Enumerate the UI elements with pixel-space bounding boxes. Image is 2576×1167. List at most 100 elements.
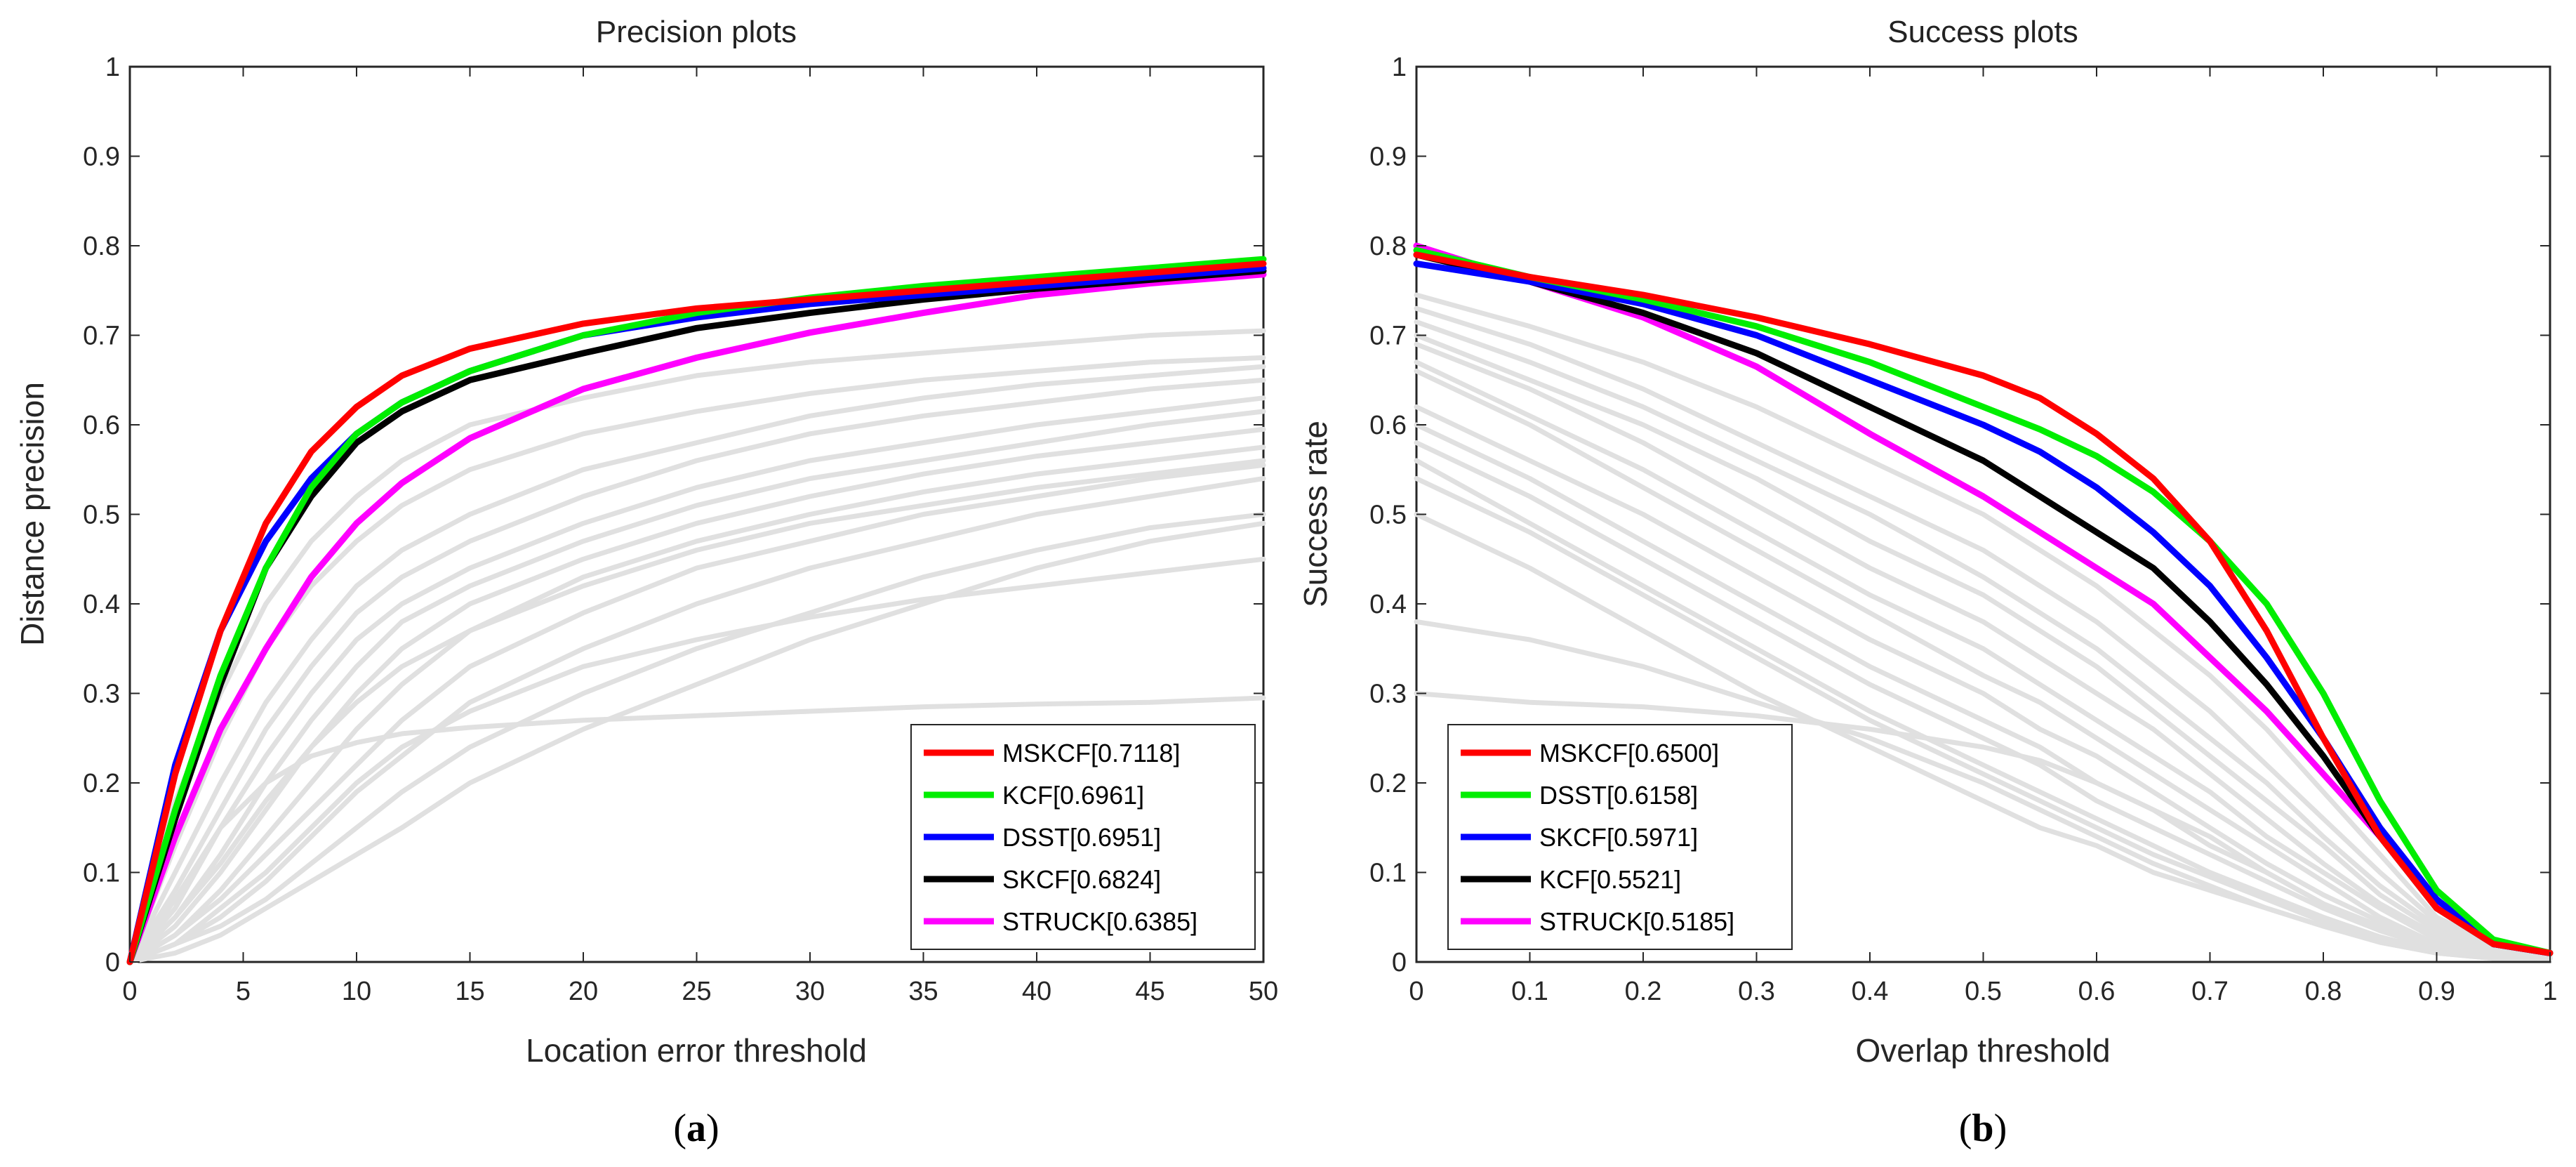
precision-y-tick-label: 0.9: [83, 143, 120, 172]
precision-y-tick-label: 0.4: [83, 590, 120, 619]
precision-plot-title: Precision plots: [596, 15, 797, 49]
success-background-line: [1414, 691, 2553, 961]
precision-series-line: [126, 271, 1267, 965]
success-legend: MSKCF[0.6500] DSST[0.6158] SKCF[0.5971] KCF…: [1447, 724, 1793, 950]
success-plot-title: Success plots: [1887, 15, 2078, 49]
precision-x-tick-label: 5: [236, 977, 251, 1006]
precision-background-line: [127, 556, 1266, 965]
success-legend-label: KCF[0.5521]: [1539, 865, 1681, 894]
precision-background-line: [127, 512, 1266, 965]
precision-background-line: [127, 458, 1266, 965]
success-y-tick-label: 0.1: [1369, 859, 1407, 888]
success-background-series: [1414, 292, 2553, 961]
success-background-line: [1414, 360, 2553, 961]
success-y-tick-label: 0.6: [1369, 411, 1407, 440]
success-plot-panel: Success plots Overlap threshold Success …: [1297, 15, 2558, 1069]
success-legend-label: MSKCF[0.6500]: [1539, 739, 1719, 767]
precision-x-tick-label: 0: [122, 977, 137, 1006]
success-legend-label: SKCF[0.5971]: [1539, 823, 1698, 852]
success-background-line: [1414, 341, 2553, 961]
success-background-line: [1414, 333, 2553, 961]
success-x-tick-label: 0.8: [2305, 977, 2342, 1006]
success-series-line: [1413, 246, 2554, 956]
success-legend-label: DSST[0.6158]: [1539, 781, 1698, 810]
success-background-line: [1414, 404, 2553, 961]
precision-plot-panel: Precision plots Location error threshold…: [14, 15, 1278, 1069]
precision-legend-label: KCF[0.6961]: [1002, 781, 1144, 810]
caption-a-letter: a: [686, 1107, 706, 1150]
precision-background-line: [127, 328, 1266, 965]
success-y-tick-label: 0.4: [1369, 590, 1407, 619]
success-x-tick-label: 0.9: [2418, 977, 2455, 1006]
success-x-tick-label: 1: [2542, 977, 2557, 1006]
precision-legend-label: SKCF[0.6824]: [1002, 865, 1161, 894]
caption-a: (a): [673, 1107, 719, 1150]
success-x-axis-label: Overlap threshold: [1855, 1032, 2110, 1069]
precision-series-line: [126, 256, 1267, 965]
success-background-line: [1414, 458, 2553, 961]
success-legend-label: STRUCK[0.5185]: [1539, 907, 1734, 936]
precision-axis-ticks: 0 5 10 15 20 25 30 35 40 45 50 0 0.1 0.2 0.3 0.4 0.5 0.6 0…: [83, 53, 1278, 1006]
success-y-axis-label: Success rate: [1297, 421, 1334, 607]
precision-y-tick-label: 0.6: [83, 411, 120, 440]
precision-legend-label: DSST[0.6951]: [1002, 823, 1161, 852]
success-y-tick-label: 0.5: [1369, 501, 1407, 530]
precision-x-tick-label: 50: [1249, 977, 1278, 1006]
caption-b-letter: b: [1972, 1107, 1993, 1150]
precision-background-line: [127, 364, 1266, 965]
precision-legend: MSKCF[0.7118] KCF[0.6961] DSST[0.6951] SKCF…: [910, 724, 1256, 950]
success-x-tick-label: 0.2: [1625, 977, 1662, 1006]
success-y-tick-label: 0: [1392, 948, 1407, 977]
success-x-tick-label: 0.7: [2191, 977, 2229, 1006]
precision-y-tick-label: 0.8: [83, 232, 120, 261]
precision-y-tick-label: 1: [105, 53, 120, 82]
precision-background-line: [127, 377, 1266, 965]
success-y-tick-label: 0.3: [1369, 680, 1407, 709]
success-x-tick-label: 0.1: [1511, 977, 1548, 1006]
precision-x-tick-label: 20: [569, 977, 598, 1006]
precision-series-line: [126, 261, 1267, 965]
success-background-line: [1414, 305, 2553, 956]
precision-background-line: [127, 476, 1266, 965]
success-y-tick-label: 0.8: [1369, 232, 1407, 261]
precision-y-tick-label: 0.5: [83, 501, 120, 530]
precision-background-line: [127, 426, 1266, 965]
success-x-tick-label: 0.3: [1738, 977, 1775, 1006]
success-y-tick-label: 1: [1392, 53, 1407, 82]
precision-y-axis-label: Distance precision: [14, 382, 51, 646]
precision-x-tick-label: 40: [1022, 977, 1051, 1006]
precision-series-lines: [126, 256, 1267, 965]
precision-background-line: [127, 520, 1266, 965]
precision-x-tick-label: 30: [795, 977, 825, 1006]
caption-b-open-paren: (: [1959, 1107, 1972, 1150]
caption-a-close-paren: ): [706, 1107, 719, 1150]
success-background-line: [1414, 619, 2553, 961]
success-background-line: [1414, 319, 2553, 956]
success-x-tick-label: 0.4: [1852, 977, 1889, 1006]
success-series-line: [1413, 251, 2554, 956]
precision-background-line: [127, 695, 1266, 965]
success-x-tick-label: 0.6: [2078, 977, 2116, 1006]
precision-x-tick-label: 15: [455, 977, 484, 1006]
precision-y-tick-label: 0.7: [83, 322, 120, 351]
precision-x-axis-label: Location error threshold: [526, 1032, 867, 1069]
precision-background-line: [127, 395, 1266, 965]
precision-background-line: [127, 462, 1266, 965]
success-series-line: [1413, 261, 2554, 956]
success-axis-ticks: 0 0.1 0.2 0.3 0.4 0.5 0.6 0.7 0.8 0.9 1 0 0.1 0.2 0.3 0…: [1369, 53, 2557, 1006]
success-x-tick-label: 0: [1409, 977, 1423, 1006]
precision-y-tick-label: 0.3: [83, 680, 120, 709]
caption-b: (b): [1959, 1107, 2007, 1150]
precision-y-tick-label: 0.2: [83, 769, 120, 798]
precision-y-tick-label: 0: [105, 948, 120, 977]
precision-x-tick-label: 35: [908, 977, 938, 1006]
precision-x-tick-label: 25: [682, 977, 711, 1006]
success-background-line: [1414, 292, 2553, 956]
success-y-tick-label: 0.7: [1369, 322, 1407, 351]
precision-x-tick-label: 10: [342, 977, 371, 1006]
caption-b-close-paren: ): [1994, 1107, 2007, 1150]
success-y-tick-label: 0.9: [1369, 143, 1407, 172]
success-x-tick-label: 0.5: [1965, 977, 2002, 1006]
precision-legend-label: STRUCK[0.6385]: [1002, 907, 1197, 936]
